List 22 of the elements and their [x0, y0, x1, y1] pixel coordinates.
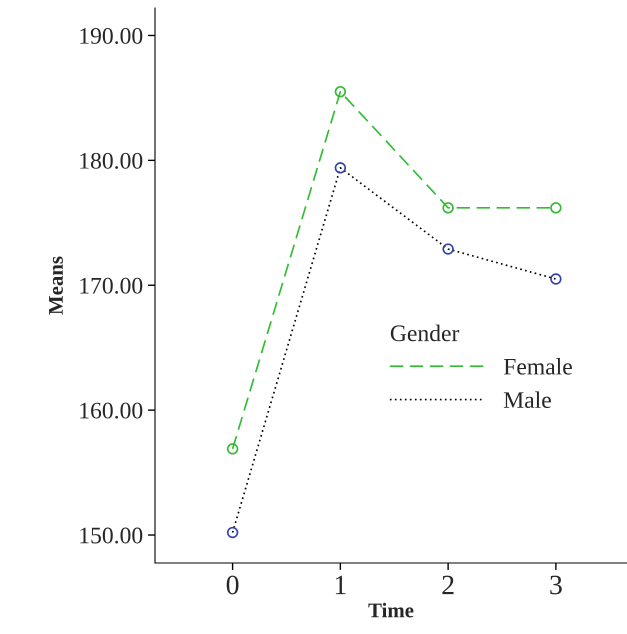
y-tick-label: 160.00	[80, 402, 142, 419]
y-tick-label: 170.00	[80, 278, 142, 294]
x-tick-label: 1	[336, 576, 346, 594]
point	[550, 202, 562, 214]
y-tick-label: 190.00	[80, 28, 142, 44]
point	[550, 273, 562, 285]
legend-title: Gender	[390, 324, 460, 342]
x-axis-title: Time	[368, 602, 414, 618]
y-axis-title: Means	[49, 256, 63, 315]
point	[334, 162, 346, 174]
point	[442, 202, 454, 214]
legend-label: Male	[504, 391, 551, 408]
x-tick-label: 0	[226, 576, 238, 594]
point	[334, 86, 346, 98]
y-tick-label: 150.00	[80, 528, 142, 544]
x-tick-label: 3	[550, 576, 562, 594]
point	[226, 526, 238, 538]
point	[226, 443, 238, 455]
x-tick-label: 2	[442, 576, 454, 594]
point	[442, 243, 454, 255]
y-tick-label: 180.00	[80, 152, 142, 169]
legend-label: Female	[504, 358, 572, 375]
